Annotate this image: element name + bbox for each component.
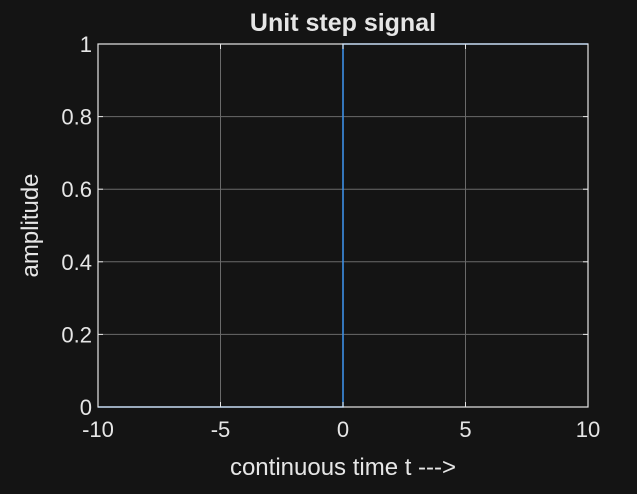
y-tick-label: 0.4 [61, 250, 92, 275]
y-axis-label: amplitude [17, 173, 44, 277]
y-tick-label: 0.8 [61, 105, 92, 130]
x-ticks: -10 -5 0 5 10 [82, 44, 600, 442]
y-tick-label: 0.2 [61, 322, 92, 347]
x-tick-label: -5 [211, 417, 231, 442]
y-tick-label: 1 [80, 32, 92, 57]
x-tick-label: -10 [82, 417, 114, 442]
y-ticks: 0 0.2 0.4 0.6 0.8 1 [61, 32, 588, 420]
chart-title: Unit step signal [250, 9, 436, 37]
y-tick-label: 0 [80, 395, 92, 420]
y-tick-label: 0.6 [61, 177, 92, 202]
x-axis-label: continuous time t ---> [230, 454, 456, 481]
x-tick-label: 0 [337, 417, 349, 442]
x-tick-label: 10 [576, 417, 600, 442]
x-tick-label: 5 [459, 417, 471, 442]
